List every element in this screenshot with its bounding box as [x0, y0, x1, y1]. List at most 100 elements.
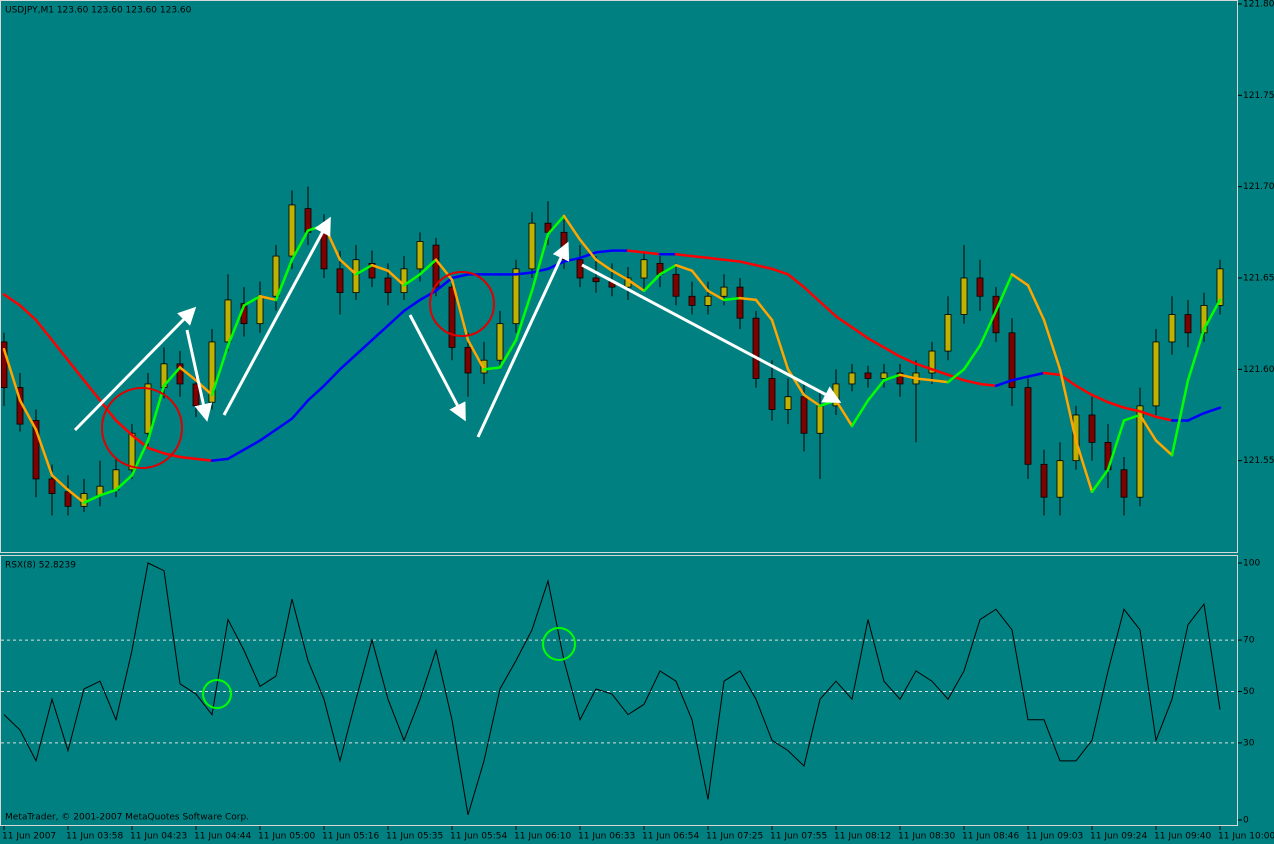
line-segment [1026, 371, 1046, 378]
line-segment [386, 309, 406, 327]
line-segment [402, 298, 422, 313]
candle-body [1152, 341, 1160, 407]
highlight-circle [542, 627, 576, 661]
candle-body [1040, 463, 1048, 498]
line-segment [114, 474, 134, 492]
line-segment [802, 393, 822, 408]
line-segment [1186, 411, 1206, 422]
line-segment [498, 338, 518, 369]
y-tick-label: 121.80 [1243, 0, 1274, 10]
y-tick-label: 30 [1243, 738, 1255, 748]
rsx-line [3, 562, 1221, 816]
candle-body [336, 268, 344, 294]
x-tick-label: 11 Jun 05:35 [386, 832, 443, 842]
candle-body [848, 372, 856, 385]
arrow [581, 263, 842, 403]
line-segment [946, 368, 966, 384]
candle-body [1056, 460, 1064, 498]
line-segment [354, 338, 374, 356]
chart-title: USDJPY,M1 123.60 123.60 123.60 123.60 [5, 6, 192, 16]
candle-body [752, 317, 760, 379]
candle-body [128, 432, 136, 471]
line-segment [930, 379, 950, 384]
line-segment [770, 318, 790, 371]
line-segment [242, 295, 262, 307]
line-segment [114, 419, 134, 437]
x-tick-label: 11 Jun 05:00 [258, 832, 315, 842]
line-segment [786, 273, 806, 289]
line-segment [594, 249, 614, 254]
candle-body [32, 420, 40, 480]
line-segment [370, 263, 390, 272]
x-tick-label: 11 Jun 09:24 [1090, 832, 1147, 842]
candle-body [960, 277, 968, 315]
candle-body [880, 372, 888, 379]
line-segment [626, 278, 646, 293]
line-segment [2, 347, 22, 402]
line-segment [194, 457, 214, 462]
line-segment [514, 289, 534, 342]
x-tick-label: 11 Jun 07:25 [706, 832, 763, 842]
candle-body [528, 222, 536, 270]
y-tick-label: 121.70 [1243, 182, 1274, 192]
line-segment [1122, 406, 1142, 413]
x-tick-label: 11 Jun 09:40 [1154, 832, 1211, 842]
line-segment [898, 355, 918, 366]
line-segment [338, 353, 358, 371]
line-segment [226, 304, 246, 347]
line-segment [898, 373, 918, 380]
line-segment [1090, 393, 1110, 404]
candle-body [400, 268, 408, 294]
line-segment [770, 267, 790, 276]
line-segment [482, 366, 502, 371]
x-tick-label: 11 Jun 08:30 [898, 832, 955, 842]
candle-body [64, 491, 72, 507]
candle-body [864, 372, 872, 379]
y-tick-label: 121.60 [1243, 365, 1274, 375]
line-segment [1186, 327, 1206, 382]
line-segment [1202, 298, 1222, 331]
candle-body [896, 372, 904, 385]
y-tick-label: 121.65 [1243, 274, 1274, 284]
line-segment [1122, 413, 1142, 422]
x-tick-label: 11 Jun 04:23 [130, 832, 187, 842]
rsx-panel-frame [0, 555, 1238, 826]
line-segment [66, 488, 86, 504]
line-segment [642, 251, 662, 256]
line-segment [434, 276, 454, 293]
y-tick-label: 121.55 [1243, 456, 1274, 466]
line-segment [18, 399, 38, 431]
line-segment [1138, 413, 1158, 442]
line-segment [50, 338, 70, 362]
x-tick-label: 11 Jun 06:33 [578, 832, 635, 842]
highlight-circle [101, 387, 183, 469]
candle-body [176, 363, 184, 385]
footer: MetaTrader, © 2001-2007 MetaQuotes Softw… [5, 813, 249, 823]
line-segment [1058, 368, 1078, 442]
line-segment [530, 267, 550, 274]
x-tick-label: 11 Jun 08:46 [962, 832, 1019, 842]
line-segment [674, 253, 694, 258]
line-segment [882, 373, 902, 382]
line-segment [258, 428, 278, 442]
candle-body [432, 244, 440, 288]
line-segment [562, 214, 582, 241]
line-segment [914, 362, 934, 371]
line-segment [434, 258, 454, 282]
candle-body [1184, 314, 1192, 334]
y-tick-label: 100 [1243, 559, 1260, 569]
candle-body [384, 277, 392, 294]
line-segment [722, 258, 742, 263]
line-segment [146, 384, 166, 442]
arrow [73, 306, 197, 432]
highlight-circle [429, 271, 495, 337]
candle-body [1088, 414, 1096, 443]
line-segment [850, 399, 870, 428]
line-segment [1026, 284, 1046, 322]
line-segment [610, 269, 630, 282]
candle-body [592, 277, 600, 283]
line-segment [754, 263, 774, 271]
line-segment [226, 448, 246, 461]
